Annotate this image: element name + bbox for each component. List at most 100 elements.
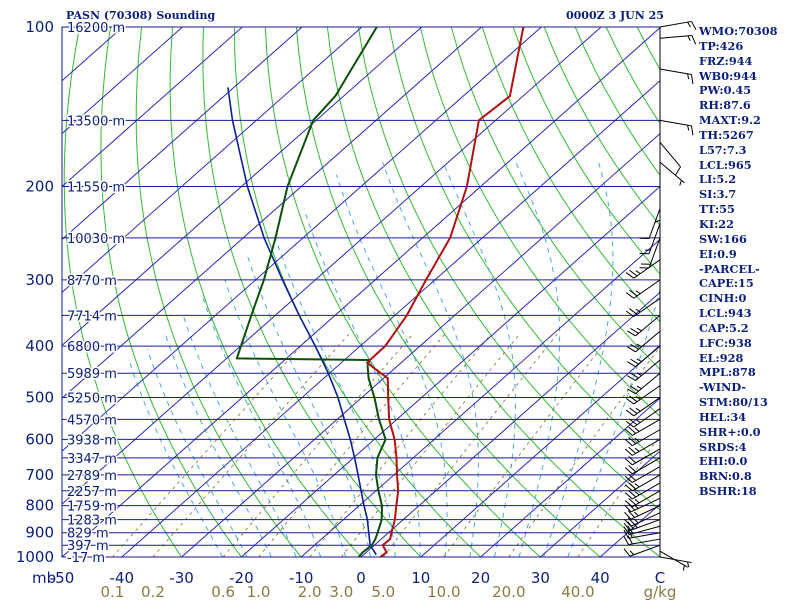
- index-item: TT:55: [699, 202, 735, 217]
- parcel-trace: [227, 87, 377, 556]
- wind-barb: [624, 418, 661, 436]
- isotherm-line: [300, 239, 661, 558]
- height-label: 5250 m: [67, 391, 117, 406]
- station-title: PASN (70308) Sounding: [66, 9, 216, 22]
- barb-half-flag: [636, 327, 642, 332]
- wind-barb: [659, 141, 681, 176]
- barb-staff: [630, 505, 661, 520]
- temperature-tick-label: -20: [229, 569, 254, 587]
- height-label: 1759 m: [67, 500, 117, 515]
- barb-staff: [633, 408, 661, 428]
- barb-staff: [633, 297, 661, 318]
- pressure-tick-label: 100: [25, 18, 54, 36]
- wind-barb: [659, 20, 697, 31]
- barb-half-flag: [635, 290, 641, 295]
- barb-staff: [633, 385, 661, 405]
- valid-time: 0000Z 3 JUN 25: [566, 9, 664, 22]
- moist-adiabat-line: [273, 233, 396, 558]
- barb-staff: [648, 223, 661, 254]
- mixing-ratio-line: [152, 334, 350, 558]
- index-item: TP:426: [699, 38, 744, 53]
- height-label: 3347 m: [67, 452, 117, 467]
- wind-barb: [627, 330, 661, 353]
- wind-barb: [624, 505, 661, 520]
- barb-half-flag: [633, 511, 639, 517]
- barb-flag: [623, 529, 629, 539]
- wind-barb: [627, 345, 661, 368]
- wind-barb: [625, 259, 661, 279]
- moist-adiabat-line: [129, 362, 224, 558]
- barb-flag: [623, 536, 629, 545]
- isotherm-line: [61, 26, 363, 293]
- wind-barb: [659, 119, 694, 136]
- barb-staff: [632, 429, 661, 447]
- barb-flag: [628, 482, 637, 490]
- barb-flag: [624, 500, 633, 508]
- index-item: L57:7.3: [699, 142, 747, 157]
- height-label: 4570 m: [67, 413, 117, 428]
- moist-adiabat-line: [224, 279, 346, 558]
- wind-barb: [624, 466, 661, 483]
- barb-flag: [630, 372, 639, 379]
- wind-barb: [659, 68, 694, 84]
- wind-barb: [624, 438, 661, 456]
- isotherm-line: [540, 450, 661, 558]
- barb-flag: [624, 438, 633, 446]
- wind-barb: [623, 529, 661, 539]
- barb-flag: [627, 535, 633, 545]
- moist-adiabat-line: [382, 162, 479, 558]
- mixing-ratio-label: 20.0: [492, 583, 525, 600]
- isotherm-line: [61, 27, 661, 558]
- mixing-ratio-line: [577, 434, 661, 558]
- mixing-ratio-label: 0.2: [141, 583, 165, 600]
- wind-barb: [624, 490, 661, 508]
- barb-flag: [628, 426, 637, 434]
- isotherm-line: [181, 133, 661, 558]
- mixing-ratio-line: [508, 346, 661, 558]
- index-item: TH:5267: [699, 127, 754, 142]
- temperature-tick-label: 30: [531, 569, 550, 587]
- height-label: 16200 m: [67, 21, 125, 36]
- index-item: HEL:34: [699, 409, 747, 424]
- index-item: KI:22: [699, 216, 734, 231]
- wind-barb: [623, 525, 661, 536]
- index-item: BSHR:18: [699, 484, 757, 499]
- pressure-tick-label: 300: [25, 271, 54, 289]
- wind-barb: [624, 482, 661, 500]
- barb-staff: [633, 259, 661, 279]
- wind-barb: [625, 297, 661, 318]
- dry-adiabat-line: [388, 26, 661, 464]
- wind-barb: [624, 457, 661, 475]
- temperature-tick-label: -30: [169, 569, 194, 587]
- dry-adiabat-line: [512, 26, 661, 275]
- barb-flag: [627, 330, 636, 337]
- barb-half-flag: [635, 308, 641, 313]
- barb-flag: [624, 504, 632, 513]
- height-label: 11550 m: [67, 181, 125, 196]
- wind-barb: [625, 279, 661, 299]
- barb-flag: [629, 395, 638, 403]
- dry-adiabat-line: [636, 26, 661, 70]
- barb-flag: [627, 361, 636, 368]
- barb-half-flag: [634, 491, 640, 496]
- barb-staff: [648, 208, 661, 239]
- mixing-ratio-line: [222, 334, 413, 558]
- wind-barb: [659, 161, 685, 186]
- index-item: STM:80/13: [699, 395, 768, 410]
- pressure-tick-label: 700: [25, 466, 54, 484]
- wind-barb: [624, 512, 661, 527]
- height-label: 10030 m: [67, 232, 125, 247]
- index-item: EHI:0.0: [699, 454, 748, 469]
- barb-staff: [659, 119, 692, 127]
- barb-flag: [691, 35, 697, 45]
- barb-half-flag: [635, 407, 641, 412]
- isotherm-line: [61, 26, 243, 187]
- barb-staff: [635, 345, 661, 368]
- wind-barb: [624, 474, 661, 492]
- height-label: 1283 m: [67, 514, 117, 529]
- barb-staff: [659, 141, 681, 168]
- barb-staff: [632, 482, 661, 500]
- mixing-ratio-label: 5.0: [371, 583, 395, 600]
- barb-flag: [625, 409, 635, 417]
- barb-flag: [630, 358, 639, 365]
